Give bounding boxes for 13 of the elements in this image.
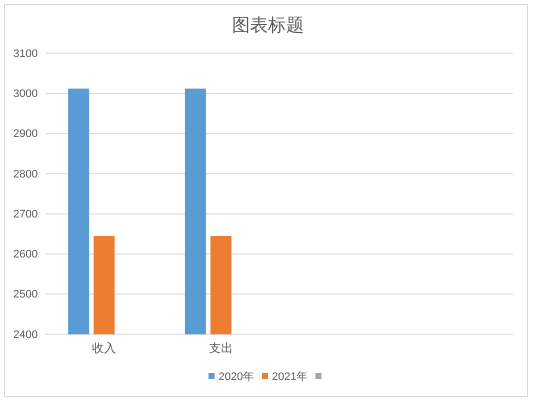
y-tick-label: 2600 — [13, 248, 38, 261]
y-tick-label: 3000 — [13, 88, 38, 100]
y-tick-label: 2900 — [13, 128, 38, 140]
y-tick-label: 2800 — [13, 168, 38, 180]
x-tick-label: 收入 — [92, 340, 116, 355]
y-tick-label: 2400 — [13, 328, 38, 341]
y-tick-label: 3100 — [13, 48, 38, 60]
legend-label: 2021年 — [272, 371, 308, 383]
x-tick-label: 支出 — [208, 340, 233, 355]
y-tick-label: 2500 — [13, 288, 38, 301]
chart-title: 图表标题 — [232, 15, 304, 35]
y-tick-label: 2700 — [13, 208, 38, 220]
legend-label: 2020年 — [218, 371, 254, 383]
